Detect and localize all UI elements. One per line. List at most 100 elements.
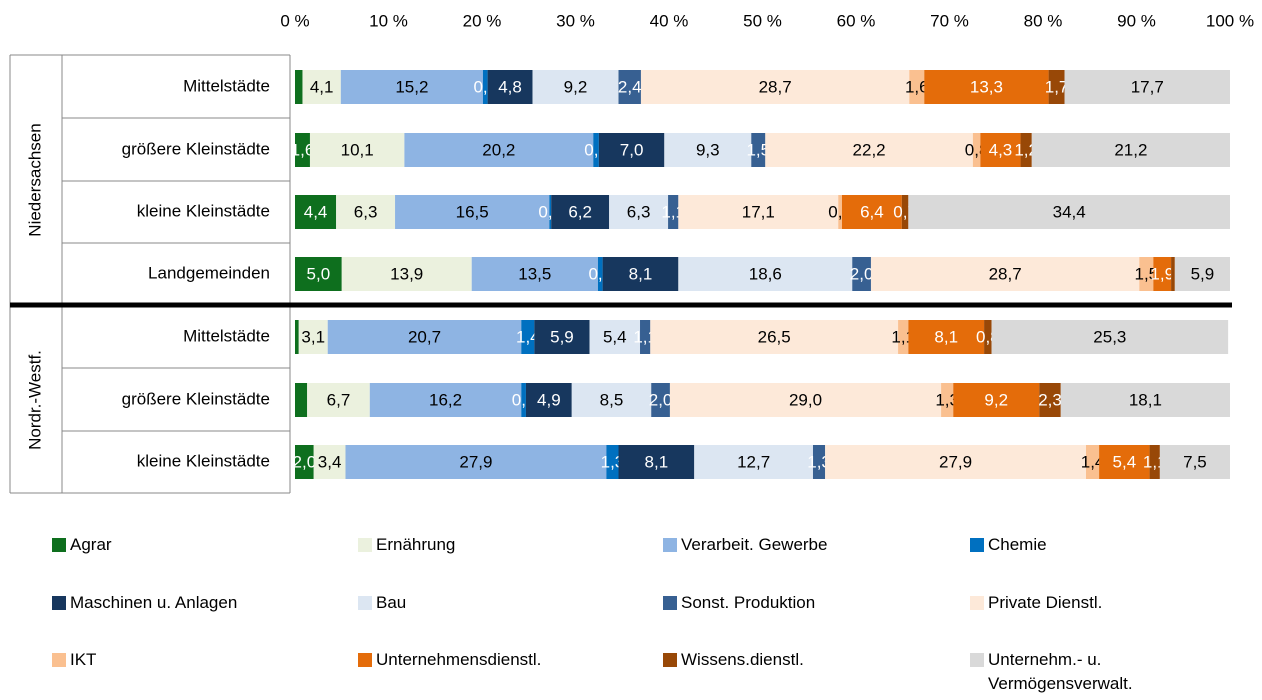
bar-segment bbox=[295, 383, 308, 417]
chart: Niedersachsen Nordr.-Westf. 0 % 10 % 20 % 3… bbox=[9, 11, 1254, 494]
data-label: 2,3 bbox=[1038, 390, 1062, 409]
data-label: 10,1 bbox=[341, 140, 374, 159]
bar-segment bbox=[1099, 445, 1150, 479]
data-label: 1,3 bbox=[601, 452, 625, 471]
bar-segment bbox=[678, 195, 839, 229]
bar-segment bbox=[534, 320, 590, 354]
bar-segment bbox=[984, 320, 992, 354]
x-tick-label: 100 % bbox=[1206, 11, 1254, 30]
bar-segment bbox=[295, 320, 299, 354]
data-label: 1,3 bbox=[807, 452, 831, 471]
legend-label: Agrar bbox=[70, 535, 112, 554]
bar-segment bbox=[852, 257, 871, 291]
group-label: Nordr.-Westf. bbox=[25, 350, 44, 450]
bar-segment bbox=[309, 133, 405, 167]
bar-segment bbox=[295, 195, 337, 229]
data-label: 1,5 bbox=[746, 140, 770, 159]
data-label: 16,5 bbox=[456, 202, 489, 221]
x-tick-label: 90 % bbox=[1117, 11, 1156, 30]
data-label: 6,4 bbox=[860, 202, 884, 221]
category-label: Landgemeinden bbox=[148, 263, 270, 282]
data-label: 13,5 bbox=[518, 264, 551, 283]
data-label: 6,7 bbox=[327, 390, 351, 409]
bar-segment bbox=[941, 383, 954, 417]
data-label: 1,4 bbox=[1081, 452, 1105, 471]
legend-label: Maschinen u. Anlagen bbox=[70, 593, 238, 612]
x-tick-label: 80 % bbox=[1024, 11, 1063, 30]
data-label: 4,1 bbox=[310, 77, 334, 96]
data-label: 9,3 bbox=[696, 140, 720, 159]
data-label: 34,4 bbox=[1053, 202, 1086, 221]
bar-segment bbox=[302, 70, 341, 104]
data-label: 29,0 bbox=[789, 390, 822, 409]
x-tick-label: 60 % bbox=[837, 11, 876, 30]
data-label: 5,4 bbox=[603, 327, 627, 346]
bar-segment bbox=[404, 133, 594, 167]
category-label: Mittelstädte bbox=[183, 326, 270, 345]
legend-item: Verarbeit. Gewerbe bbox=[663, 533, 913, 557]
bar-segment bbox=[838, 195, 842, 229]
data-label: 9,2 bbox=[564, 77, 588, 96]
data-label: 1,6 bbox=[291, 140, 315, 159]
data-label: 25,3 bbox=[1093, 327, 1126, 346]
legend-item: Sonst. Produktion bbox=[663, 591, 913, 615]
data-label: 27,9 bbox=[939, 452, 972, 471]
bar-segment bbox=[1064, 70, 1230, 104]
data-label: 8,1 bbox=[629, 264, 653, 283]
x-tick-label: 30 % bbox=[556, 11, 595, 30]
legend-label: Unternehm.- u. Vermögensverwalt. bbox=[988, 650, 1133, 693]
bar-segment bbox=[532, 70, 619, 104]
legend-label: Ernährung bbox=[376, 535, 456, 554]
bar-segment bbox=[298, 320, 328, 354]
legend-swatch bbox=[970, 653, 984, 667]
bar-segment bbox=[295, 257, 342, 291]
bar-segment bbox=[1020, 133, 1032, 167]
x-tick-label: 0 % bbox=[280, 11, 309, 30]
x-tick-label: 70 % bbox=[930, 11, 969, 30]
legend-label: Bau bbox=[376, 593, 407, 612]
bar-segment bbox=[313, 445, 346, 479]
bar-segment bbox=[841, 195, 902, 229]
category-label: größere Kleinstädte bbox=[122, 389, 270, 408]
bar-segment bbox=[307, 383, 370, 417]
data-label: 21,2 bbox=[1114, 140, 1147, 159]
category-label: größere Kleinstädte bbox=[122, 139, 270, 158]
bar-segment bbox=[345, 445, 607, 479]
legend-item: Maschinen u. Anlagen bbox=[52, 591, 302, 615]
bar-segment bbox=[295, 445, 314, 479]
legend-swatch bbox=[358, 653, 372, 667]
bar-segment bbox=[640, 70, 910, 104]
bar-segment bbox=[908, 195, 1230, 229]
data-label: 8,1 bbox=[934, 327, 958, 346]
bar-segment bbox=[991, 320, 1229, 354]
x-tick-label: 50 % bbox=[743, 11, 782, 30]
legend-item: Agrar bbox=[52, 533, 302, 557]
legend-item: Unternehm.- u. Vermögensverwalt. bbox=[970, 648, 1220, 696]
bar-segment bbox=[825, 445, 1087, 479]
category-label: Mittelstädte bbox=[183, 76, 270, 95]
data-label: 9,2 bbox=[984, 390, 1008, 409]
data-label: 8,1 bbox=[645, 452, 669, 471]
bar-segment bbox=[972, 133, 981, 167]
legend-swatch bbox=[52, 653, 66, 667]
legend-swatch bbox=[970, 596, 984, 610]
data-label: 27,9 bbox=[459, 452, 492, 471]
data-label: 28,7 bbox=[759, 77, 792, 96]
bar-segment bbox=[664, 133, 752, 167]
bar-segment bbox=[898, 320, 909, 354]
bar-segment bbox=[1039, 383, 1061, 417]
bar-segment bbox=[341, 257, 472, 291]
data-label: 1,9 bbox=[1150, 264, 1174, 283]
bar-segment bbox=[598, 133, 665, 167]
bar-segment bbox=[549, 195, 552, 229]
legend-label: Verarbeit. Gewerbe bbox=[681, 535, 828, 554]
data-label: 7,0 bbox=[620, 140, 644, 159]
bar-segment bbox=[609, 195, 669, 229]
bar-segment bbox=[597, 257, 603, 291]
data-label: 13,9 bbox=[390, 264, 423, 283]
category-label: kleine Kleinstädte bbox=[137, 201, 270, 220]
legend-item: Wissens.dienstl. bbox=[663, 648, 913, 672]
data-label: 1,6 bbox=[905, 77, 929, 96]
legend-label: Chemie bbox=[988, 535, 1047, 554]
